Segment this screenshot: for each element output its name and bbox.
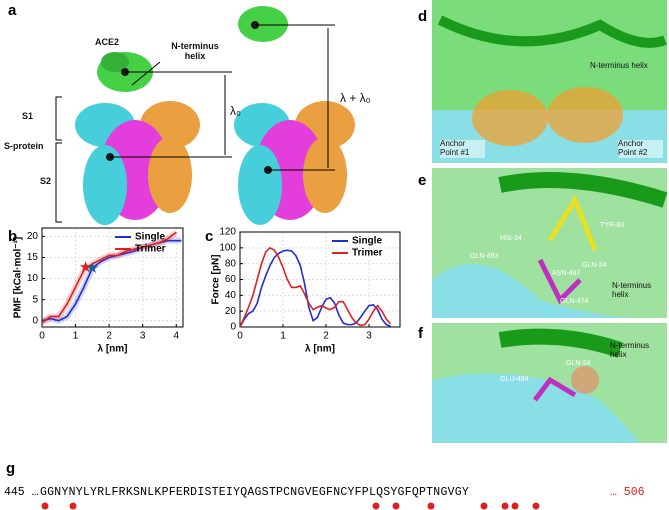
- marker-star: [79, 261, 92, 273]
- x-tick-label: 3: [140, 331, 146, 342]
- legend-label: Trimer: [352, 248, 383, 259]
- x-axis-label: λ [nm]: [98, 344, 128, 355]
- x-axis-label: λ [nm]: [305, 344, 335, 355]
- residue: ASN-487: [552, 270, 581, 277]
- series-line: [239, 246, 392, 328]
- label: Anchor Point #2: [618, 139, 663, 158]
- residue: HIS-34: [500, 235, 522, 242]
- y-tick-label: 20: [27, 231, 39, 242]
- sequence-dots: [41, 502, 540, 510]
- label: S1: [22, 111, 34, 121]
- y-tick-label: 5: [32, 294, 38, 305]
- label: ACE2: [95, 37, 120, 47]
- x-tick-label: 2: [323, 331, 329, 342]
- label: N-terminus helix: [612, 281, 652, 299]
- y-tick-label: 80: [225, 258, 237, 269]
- panel-label: e: [418, 172, 427, 189]
- legend-label: Single: [352, 236, 382, 247]
- panel-label: f: [418, 325, 423, 342]
- y-axis-label: Force [pN]: [211, 255, 222, 305]
- y-axis-label: PMF [kCal·mol⁻¹]: [13, 237, 24, 318]
- y-tick-label: 100: [219, 242, 236, 253]
- panel-label: a: [8, 2, 17, 19]
- plot-frame: [41, 227, 184, 328]
- label: Anchor Point #1: [440, 139, 485, 158]
- residue: GLN-474: [560, 298, 589, 305]
- x-tick-label: 0: [39, 331, 45, 342]
- sequence-end: … 506: [610, 486, 645, 499]
- label: S-protein: [4, 141, 44, 151]
- y-tick-label: 15: [27, 252, 39, 263]
- series-line: [41, 231, 177, 324]
- x-tick-label: 0: [237, 331, 243, 342]
- residue: GLU-484: [500, 376, 529, 383]
- panel-label: d: [418, 8, 428, 25]
- y-tick-label: 40: [225, 290, 237, 301]
- label: λ₀: [230, 104, 241, 118]
- sequence-start: 445 …: [4, 486, 39, 499]
- series-line: [239, 249, 391, 328]
- y-tick-label: 120: [219, 227, 236, 238]
- residue: GLN-493: [470, 253, 499, 260]
- y-tick-label: 20: [225, 306, 237, 317]
- panel-label: g: [6, 460, 16, 477]
- y-tick-label: 0: [32, 315, 38, 326]
- legend-label: Single: [135, 232, 165, 243]
- y-tick-label: 0: [230, 322, 236, 333]
- sequence: GGNYNYLYRLFRKSNLKPFERDISTEIYQAGSTPCNGVEG…: [40, 486, 470, 499]
- label: N-terminus helix: [171, 41, 219, 61]
- x-tick-label: 1: [280, 331, 286, 342]
- label: N-terminus helix: [590, 61, 648, 70]
- x-tick-label: 1: [73, 331, 79, 342]
- x-tick-label: 2: [106, 331, 112, 342]
- label: S2: [40, 176, 52, 186]
- panel-label: c: [205, 228, 214, 245]
- x-tick-label: 4: [174, 331, 180, 342]
- residue: GLN-24: [582, 262, 607, 269]
- plot-frame: [239, 231, 401, 328]
- legend-label: Trimer: [135, 244, 166, 255]
- y-tick-label: 10: [27, 273, 39, 284]
- brackets: [55, 24, 335, 223]
- residue: GLN-24: [566, 360, 591, 367]
- panel-label: b: [8, 228, 18, 245]
- x-tick-label: 3: [366, 331, 372, 342]
- marker-star: [86, 262, 99, 273]
- label: N-terminus helix: [610, 341, 650, 359]
- label: λ + λ₀: [340, 91, 371, 105]
- residue: TYR-83: [600, 222, 625, 229]
- y-tick-label: 60: [225, 274, 237, 285]
